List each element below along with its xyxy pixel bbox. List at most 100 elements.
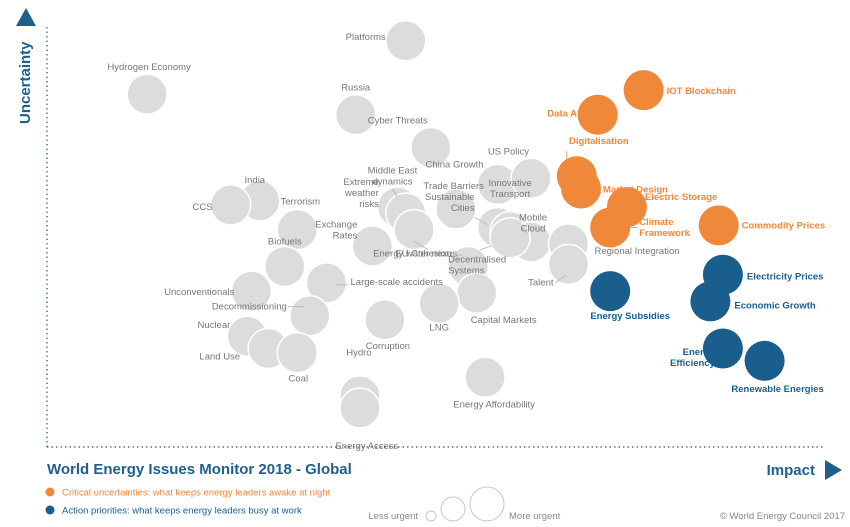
label-iot-blockchain: IOT Blockchain bbox=[667, 86, 736, 97]
label-renewable-energies: Renewable Energies bbox=[731, 384, 823, 395]
bubble-cyber-threats bbox=[410, 126, 452, 169]
label-large-scale-accidents: Large-scale accidents bbox=[351, 277, 444, 288]
legend-uncertainty-text: Critical uncertainties: what keeps energ… bbox=[62, 488, 331, 499]
label-data-ai: Data AI bbox=[547, 109, 579, 120]
label-decentralised-systems: Decentralised Systems bbox=[448, 254, 506, 276]
leader-sustainable-cities bbox=[474, 217, 488, 225]
bubble-commodity-prices bbox=[698, 205, 739, 246]
label-us-policy: US Policy bbox=[488, 146, 529, 157]
leader-talent bbox=[555, 275, 566, 283]
bubble-energy-subsidies bbox=[590, 271, 631, 312]
bubble-unconventionals bbox=[230, 270, 273, 312]
bubble-energy-efficiency bbox=[702, 328, 743, 369]
legend-size-medium bbox=[440, 496, 466, 522]
label-lng: LNG bbox=[429, 322, 449, 333]
legend-size-small bbox=[425, 510, 437, 522]
label-talent: Talent bbox=[528, 277, 554, 288]
label-energy-water-nexus: Energy water nexus bbox=[373, 249, 457, 260]
label-unconventionals: Unconventionals bbox=[164, 287, 234, 298]
bubble-capital-markets bbox=[455, 272, 498, 314]
label-capital-markets: Capital Markets bbox=[471, 315, 537, 326]
legend-size-large bbox=[469, 486, 505, 522]
label-extreme-weather-risks: Extreme weather risks bbox=[343, 177, 379, 210]
copyright: © World Energy Council 2017 bbox=[720, 511, 845, 522]
x-axis-arrow-icon bbox=[825, 460, 842, 480]
bubble-renewable-energies bbox=[744, 340, 785, 381]
bubble-biofuels bbox=[264, 245, 306, 288]
label-eu-cohesion: EU Cohesion bbox=[395, 249, 451, 260]
bubble-corruption bbox=[364, 299, 406, 341]
leader-eu-cohesion bbox=[451, 253, 463, 256]
y-axis-arrow-icon bbox=[16, 8, 36, 26]
bubble-ccs bbox=[209, 184, 252, 226]
label-market-design: Market Design bbox=[603, 185, 668, 196]
leader-mobile-cloud bbox=[520, 225, 528, 235]
label-energy-subsidies: Energy Subsidies bbox=[590, 311, 670, 322]
legend-more-urgent: More urgent bbox=[509, 511, 561, 522]
y-axis-label: Uncertainty bbox=[17, 41, 34, 124]
label-electric-storage: Electric Storage bbox=[645, 192, 717, 203]
label-layer: Platforms Hydrogen Economy Russia Cyber Thr… bbox=[107, 32, 825, 452]
bubble-economic-growth bbox=[690, 281, 731, 322]
bubble-climate-framework bbox=[590, 207, 631, 248]
legend-action-dot bbox=[45, 505, 55, 515]
bubble-market-design bbox=[561, 168, 601, 209]
leader-decentralised-systems bbox=[479, 245, 493, 251]
bubble-us-policy bbox=[510, 157, 552, 200]
label-nuclear: Nuclear bbox=[198, 320, 231, 331]
bubble-terrorism bbox=[276, 208, 319, 251]
label-terrorism: Terrorism bbox=[281, 197, 321, 208]
bubble-energy-access bbox=[339, 387, 381, 429]
bubble-platforms bbox=[385, 20, 427, 62]
label-china-growth: China Growth bbox=[426, 159, 484, 170]
bubble-talent bbox=[547, 243, 590, 286]
label-ccs: CCS bbox=[193, 202, 213, 213]
label-mobile-cloud: Mobile Cloud bbox=[519, 212, 547, 234]
x-axis-label: Impact bbox=[767, 462, 815, 479]
bubble-data-ai bbox=[577, 94, 618, 135]
bubble-large-scale-accidents bbox=[305, 262, 348, 304]
label-land-use: Land Use bbox=[199, 352, 240, 363]
label-russia: Russia bbox=[341, 83, 371, 94]
bubble-lng bbox=[418, 282, 460, 325]
label-decommissioning: Decommissioning bbox=[212, 302, 287, 313]
bubble-decentralised-systems bbox=[489, 217, 531, 259]
label-digitalisation: Digitalisation bbox=[569, 136, 629, 147]
chart-title: World Energy Issues Monitor 2018 - Globa… bbox=[47, 461, 352, 478]
label-india: India bbox=[244, 175, 265, 186]
label-regional-integration: Regional Integration bbox=[595, 246, 680, 257]
label-innovative-transport: Innovative Transport bbox=[488, 178, 531, 200]
label-energy-efficiency: Energy Efficiency bbox=[670, 347, 716, 369]
leader-lines bbox=[287, 151, 638, 308]
label-commodity-prices: Commodity Prices bbox=[742, 220, 825, 231]
label-hydro: Hydro bbox=[346, 348, 371, 359]
bubble-layer bbox=[126, 20, 785, 429]
legend-uncertainty-dot bbox=[45, 487, 55, 497]
bubble-exchange-rates bbox=[351, 225, 394, 267]
label-energy-affordability: Energy Affordability bbox=[453, 399, 535, 410]
label-biofuels: Biofuels bbox=[268, 237, 302, 248]
label-sustainable-cities: Sustainable Cities bbox=[425, 192, 475, 214]
label-exchange-rates: Exchange Rates bbox=[315, 220, 358, 242]
label-trade-barriers: Trade Barriers bbox=[424, 181, 485, 192]
bubble-iot-blockchain bbox=[623, 70, 664, 111]
label-corruption: Corruption bbox=[366, 341, 410, 352]
bubble-trade-barriers bbox=[435, 188, 477, 230]
label-hydrogen-economy: Hydrogen Economy bbox=[107, 62, 191, 73]
leader-middle-east-dynamics bbox=[392, 188, 398, 198]
label-middle-east-dynamics: Middle East dynamics bbox=[368, 166, 418, 188]
label-climate-framework: Climate Framework bbox=[639, 217, 690, 239]
bubble-hydrogen-economy bbox=[126, 73, 168, 115]
bubble-decommissioning bbox=[289, 294, 331, 337]
bubble-coal bbox=[276, 331, 319, 374]
label-electricity-prices: Electricity Prices bbox=[747, 272, 824, 283]
bubble-energy-affordability bbox=[464, 356, 506, 399]
bubble-russia bbox=[334, 93, 377, 136]
bubble-energy-water-nexus bbox=[393, 208, 435, 251]
legend-action-text: Action priorities: what keeps energy lea… bbox=[62, 506, 302, 517]
label-cyber-threats: Cyber Threats bbox=[368, 116, 428, 127]
leader-energy-water-nexus bbox=[413, 241, 429, 250]
label-coal: Coal bbox=[289, 374, 309, 385]
legend-less-urgent: Less urgent bbox=[368, 511, 418, 522]
